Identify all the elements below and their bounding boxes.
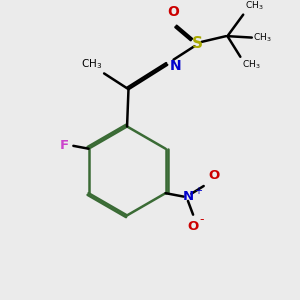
Text: O: O — [208, 169, 219, 182]
Text: CH$_3$: CH$_3$ — [253, 31, 272, 44]
Text: F: F — [59, 139, 68, 152]
Text: +: + — [194, 186, 202, 197]
Text: CH$_3$: CH$_3$ — [242, 58, 260, 71]
Text: N: N — [169, 59, 181, 73]
Text: S: S — [192, 36, 203, 51]
Text: N: N — [182, 190, 194, 203]
Text: CH$_3$: CH$_3$ — [81, 57, 102, 71]
Text: O: O — [188, 220, 199, 233]
Text: CH$_3$: CH$_3$ — [244, 0, 263, 12]
Text: -: - — [200, 213, 204, 226]
Text: O: O — [167, 5, 179, 19]
